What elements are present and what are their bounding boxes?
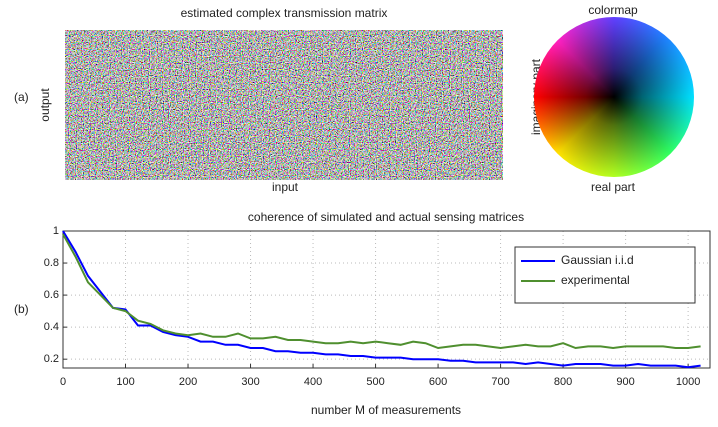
x-tick-label: 100 bbox=[116, 376, 134, 388]
x-tick-label: 600 bbox=[429, 376, 447, 388]
colormap-xlabel: real part bbox=[591, 180, 636, 194]
legend-label: experimental bbox=[561, 273, 630, 287]
x-tick-label: 700 bbox=[491, 376, 509, 388]
panel-label: (b) bbox=[14, 302, 29, 316]
axes-box bbox=[62, 230, 711, 369]
x-axis-label: number M of measurements bbox=[311, 403, 461, 417]
colormap-title: colormap bbox=[588, 3, 638, 17]
x-tick-label: 500 bbox=[366, 376, 384, 388]
x-tick-label: 1000 bbox=[676, 376, 700, 388]
x-tick-label: 300 bbox=[241, 376, 259, 388]
x-tick-label: 200 bbox=[179, 376, 197, 388]
image-xlabel: input bbox=[272, 180, 299, 194]
x-tick-label: 900 bbox=[616, 376, 634, 388]
y-tick-label: 1 bbox=[53, 225, 59, 237]
chart-title: coherence of simulated and actual sensin… bbox=[248, 210, 524, 224]
y-tick-label: 0.8 bbox=[44, 257, 59, 269]
y-tick-label: 0.4 bbox=[44, 321, 59, 333]
y-tick-label: 0.6 bbox=[44, 289, 59, 301]
x-tick-label: 0 bbox=[60, 376, 66, 388]
legend-box bbox=[514, 246, 696, 304]
legend-label: Gaussian i.i.d bbox=[561, 253, 634, 267]
y-tick-label: 0.2 bbox=[44, 353, 59, 365]
series-line bbox=[62, 233, 701, 350]
x-tick-label: 800 bbox=[554, 376, 572, 388]
image-ylabel: output bbox=[38, 88, 52, 122]
panel-label: (a) bbox=[14, 90, 29, 104]
matrix-image bbox=[65, 30, 503, 180]
x-tick-label: 400 bbox=[304, 376, 322, 388]
series-line bbox=[62, 230, 701, 369]
colormap-disc bbox=[534, 17, 694, 177]
image-title: estimated complex transmission matrix bbox=[181, 6, 388, 20]
